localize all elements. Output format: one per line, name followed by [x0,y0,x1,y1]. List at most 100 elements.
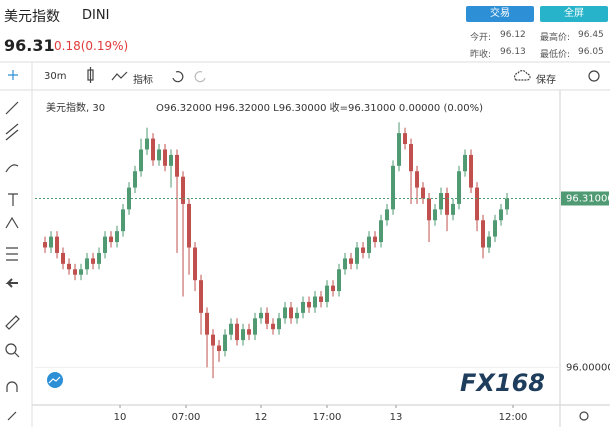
symbol: 美元指数 [4,9,60,25]
candle-body [151,138,156,161]
candle-body [469,154,474,188]
candle-body [133,171,138,188]
candle-body [55,236,60,253]
candle-body [157,149,162,161]
candle-body [289,307,294,319]
fullscreen-button[interactable]: 全屏 [540,6,608,22]
candle-body [187,203,192,248]
candle-body [475,187,480,221]
candle-body [115,231,120,243]
candle-body [427,198,432,221]
candle-body [439,193,444,210]
candle-body [217,345,222,351]
watermark: FX168 [460,369,545,397]
candle-body [337,269,342,292]
candle-body [175,154,180,177]
candle-body [253,318,258,335]
candle-body [331,285,336,292]
candle-body [91,258,96,264]
stat-value: 96.05 [578,47,604,57]
candle-body [163,149,168,166]
candle-body [397,133,402,166]
candle-body [373,236,378,243]
candle-body [385,209,390,221]
candle-body [415,171,420,188]
candle-body [433,209,438,221]
candle-body [205,312,210,335]
toolbar-icons [0,61,610,427]
candle-body [487,236,492,248]
legend-ohlc: O96.32000 H96.32000 L96.30000 收=96.31000… [156,101,483,114]
candle-body [277,318,282,330]
last-price-label: 96.31000 [566,193,610,204]
candle-body [457,171,462,204]
candle-body [367,236,372,253]
candle-body [97,252,102,264]
candle-body [211,334,216,346]
stat-value: 96.13 [500,47,526,57]
candle-body [193,247,198,281]
candle-body [283,307,288,319]
candle-body [361,247,366,253]
last-price-box [561,191,609,206]
candle-body [85,258,90,270]
candle-body [421,187,426,199]
candle-body [445,193,450,215]
candle-body [223,334,228,351]
stat-label: 昨收: [470,50,492,60]
candle-body [241,329,246,341]
candle-body [493,220,498,237]
candle-body [235,323,240,341]
stat-value: 96.45 [578,30,604,40]
legend-name: 美元指数, 30 [46,101,105,114]
candle-body [247,329,252,335]
x-tick-label: 12 [255,412,268,423]
candle-body [271,323,276,330]
candle-body [139,149,144,172]
stat-label: 最低价: [540,50,571,60]
candle-body [451,203,456,215]
candle-body [43,242,48,248]
x-tick-label: 10 [114,412,127,423]
candle-body [199,280,204,313]
candle-body [319,296,324,302]
candle-body [409,144,414,172]
candle-body [181,176,186,204]
candle-body [169,154,174,166]
price: 96.31 [4,36,55,55]
stat-label: 最高价: [540,33,571,43]
candle-body [295,312,300,319]
candle-body [229,323,234,335]
candle-body [463,154,468,172]
candle-body [355,247,360,264]
x-tick-label: 13 [390,412,403,423]
x-tick-label: 17:00 [313,412,342,423]
interval-button[interactable]: 30m [44,71,67,82]
candle-body [145,138,150,150]
candle-body [391,165,396,210]
candle-body [265,312,270,324]
candle-body [343,258,348,270]
stat-label: 今开: [470,33,492,43]
candle-body [103,236,108,253]
header: 美元指数 DINI 96.31 0.18(0.19%) 交易 全屏 今开: 96… [0,0,610,62]
price-change: 0.18(0.19%) [54,39,129,53]
save-button[interactable]: 保存 [536,75,556,86]
y-tick-label: 96.00000 [566,362,610,373]
candle-body [109,236,114,243]
candle-body [505,198,510,210]
candle-body [79,269,84,275]
x-tick-label: 12:00 [499,412,528,423]
indicators-button[interactable]: 指标 [133,75,153,86]
trade-button[interactable]: 交易 [466,6,534,22]
stat-value: 96.12 [500,30,526,40]
candle-body [499,209,504,221]
candle-body [49,236,54,248]
x-tick-label: 07:00 [172,412,201,423]
candle-body [121,209,126,232]
candle-body [259,312,264,319]
candle-body [301,301,306,313]
candle-body [403,133,408,145]
symbol-code: DINI [82,8,110,23]
